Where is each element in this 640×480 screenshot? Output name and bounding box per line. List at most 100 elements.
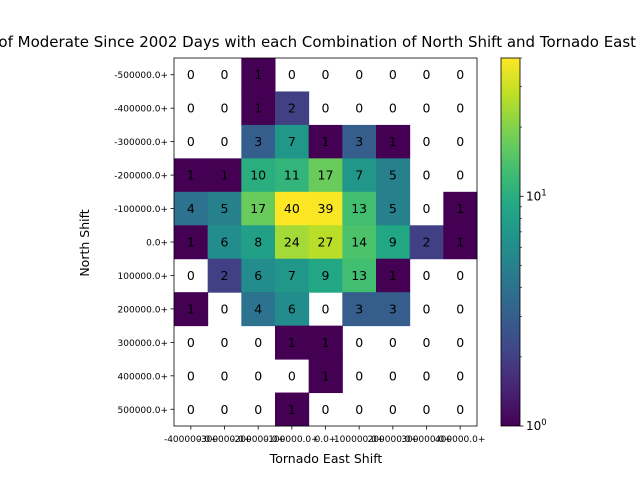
cell-value-label: 0 — [187, 335, 195, 350]
cell-value-label: 13 — [351, 268, 367, 283]
cell-value-label: 1 — [389, 134, 397, 149]
cell-value-label: 11 — [284, 168, 300, 183]
cell-value-label: 1 — [221, 168, 229, 183]
cell-value-label: 40 — [284, 201, 300, 216]
cell-value-label: 39 — [318, 201, 334, 216]
cell-value-label: 3 — [355, 301, 363, 316]
heatmap-cell — [275, 258, 310, 293]
cell-value-label: 1 — [322, 335, 330, 350]
x-tick-label: 100000.0+ — [334, 435, 384, 445]
x-tick-label: 400000.0+ — [435, 435, 485, 445]
cell-value-label: 0 — [389, 101, 397, 116]
heatmap-cell — [308, 158, 343, 193]
cell-value-label: 1 — [288, 335, 296, 350]
cell-value-label: 0 — [456, 402, 464, 417]
cell-value-label: 1 — [254, 101, 262, 116]
x-tick-label: -100000.0+ — [265, 435, 319, 445]
heatmap-cell — [308, 225, 343, 260]
x-tick-label: -400000.0+ — [164, 435, 218, 445]
cell-value-label: 0 — [221, 335, 229, 350]
heatmap-cell — [207, 258, 242, 293]
heatmap-cell — [241, 292, 276, 327]
heatmap-cell — [207, 191, 242, 226]
heatmap-cell — [275, 325, 310, 360]
x-axis-label: Tornado East Shift — [269, 451, 383, 466]
cell-value-label: 1 — [456, 201, 464, 216]
heatmap-cell — [443, 191, 478, 226]
cell-value-label: 0 — [187, 67, 195, 82]
heatmap-cell — [241, 258, 276, 293]
cell-value-label: 0 — [187, 268, 195, 283]
heatmap-cell — [241, 124, 276, 159]
cell-value-label: 0 — [288, 368, 296, 383]
cell-value-label: 0 — [254, 402, 262, 417]
cell-value-label: 0 — [355, 368, 363, 383]
chart-title: # of Moderate Since 2002 Days with each … — [0, 33, 640, 51]
heatmap-cell — [342, 124, 377, 159]
heatmap-cell — [308, 258, 343, 293]
cell-value-label: 0 — [254, 335, 262, 350]
cell-value-label: 0 — [322, 301, 330, 316]
cell-value-label: 0 — [423, 101, 431, 116]
cell-value-label: 0 — [322, 402, 330, 417]
cell-value-label: 0 — [456, 67, 464, 82]
cell-value-label: 0 — [456, 168, 464, 183]
heatmap-cells — [174, 58, 478, 427]
x-tick-label: 200000.0+ — [368, 435, 418, 445]
cell-value-label: 2 — [423, 235, 431, 250]
cell-value-label: 7 — [288, 134, 296, 149]
cell-value-label: 4 — [254, 301, 262, 316]
cell-value-label: 27 — [318, 235, 334, 250]
cell-value-label: 0 — [389, 335, 397, 350]
cell-value-label: 6 — [288, 301, 296, 316]
cell-value-label: 13 — [351, 201, 367, 216]
cell-value-label: 0 — [221, 402, 229, 417]
cell-value-label: 7 — [288, 268, 296, 283]
cell-value-label: 0 — [187, 402, 195, 417]
colorbar-ticks: 100 101 — [520, 57, 547, 433]
cell-value-label: 0 — [423, 134, 431, 149]
heatmap-cell — [376, 191, 411, 226]
cell-value-label: 0 — [322, 101, 330, 116]
heatmap-cell — [174, 225, 209, 260]
heatmap-cell — [207, 158, 242, 193]
cell-value-label: 0 — [322, 67, 330, 82]
cell-value-label: 9 — [389, 235, 397, 250]
y-tick-label: -400000.0+ — [114, 105, 168, 115]
cell-value-label: 0 — [423, 301, 431, 316]
colorbar-tick-label: 101 — [526, 188, 547, 203]
cell-value-label: 1 — [187, 301, 195, 316]
y-tick-label: 500000.0+ — [118, 406, 168, 416]
heatmap-cell — [275, 91, 310, 126]
y-tick-label: 0.0+ — [146, 239, 168, 249]
cell-value-label: 0 — [423, 67, 431, 82]
heatmap-cell — [275, 191, 310, 226]
cell-value-label: 6 — [221, 235, 229, 250]
x-tick-label: -300000.0+ — [198, 435, 252, 445]
heatmap-cell — [342, 292, 377, 327]
heatmap-cell — [376, 292, 411, 327]
cell-value-label: 6 — [254, 268, 262, 283]
cell-value-label: 0 — [456, 101, 464, 116]
cell-value-label: 1 — [187, 235, 195, 250]
cell-value-label: 7 — [355, 168, 363, 183]
cell-value-label: 0 — [456, 368, 464, 383]
cell-value-label: 24 — [284, 235, 300, 250]
cell-value-label: 1 — [288, 402, 296, 417]
cell-value-label: 0 — [389, 402, 397, 417]
x-tick-label: -200000.0+ — [231, 435, 285, 445]
cell-value-label: 0 — [221, 67, 229, 82]
cell-value-label: 0 — [288, 67, 296, 82]
cell-value-label: 1 — [456, 235, 464, 250]
colorbar-tick-label: 100 — [526, 418, 547, 433]
cell-value-label: 0 — [221, 101, 229, 116]
cell-value-label: 2 — [288, 101, 296, 116]
cell-value-label: 0 — [456, 301, 464, 316]
cell-value-label: 0 — [389, 67, 397, 82]
heatmap-cell — [275, 225, 310, 260]
cell-value-label: 10 — [250, 168, 266, 183]
cell-value-label: 0 — [423, 268, 431, 283]
heatmap-cell — [308, 325, 343, 360]
heatmap-cell — [275, 292, 310, 327]
